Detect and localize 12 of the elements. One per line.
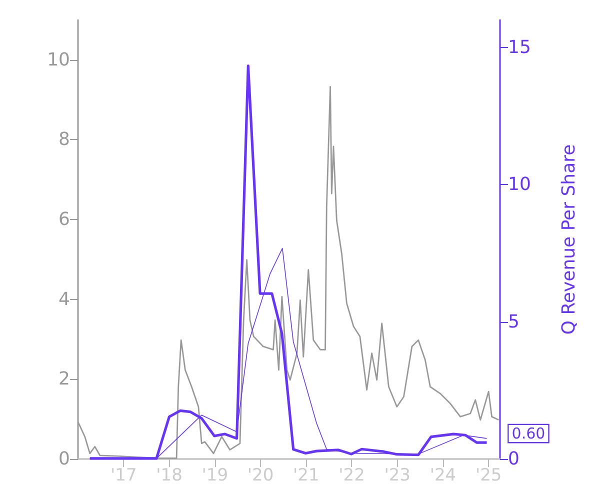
y2-tick-label: 5 — [508, 311, 520, 332]
y-tick-label: 10 — [47, 49, 70, 70]
y-tick-label: 8 — [58, 129, 70, 150]
y2-axis-title: Q Revenue Per Share — [558, 144, 580, 335]
y-tick-label: 6 — [58, 209, 70, 230]
y-tick-label: 4 — [58, 288, 70, 310]
y2-tick-label: 10 — [508, 174, 531, 196]
y2-tick-label: 0 — [508, 448, 520, 470]
y-tick-label: 2 — [58, 368, 70, 390]
y-tick-label: 0 — [58, 448, 70, 470]
y2-tick-label: 15 — [508, 36, 531, 58]
data-label: 0.60 — [512, 424, 546, 443]
